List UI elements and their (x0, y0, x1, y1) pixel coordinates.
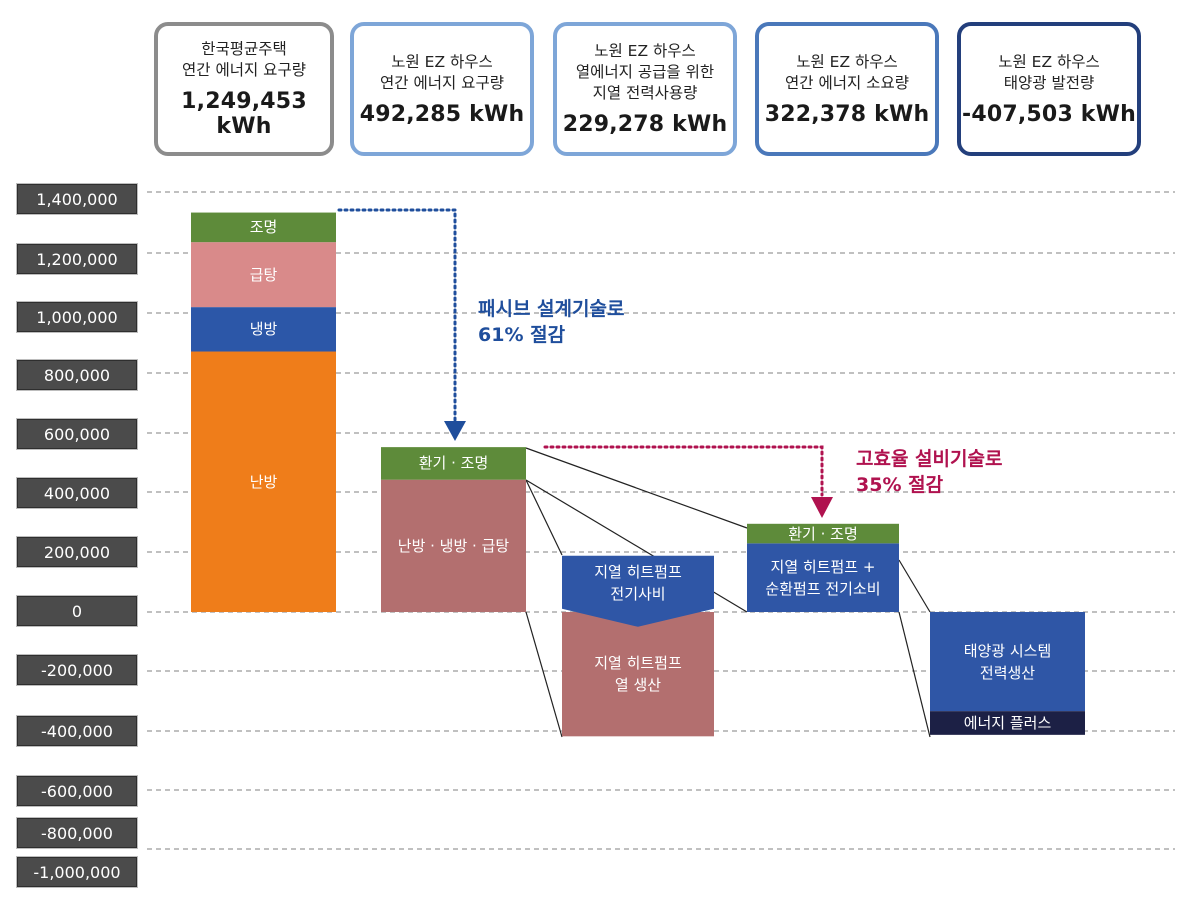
arrow-head (811, 497, 833, 518)
y-tick-label: 1,200,000 (16, 243, 138, 275)
bar-segment-label: 냉방 (249, 320, 278, 339)
y-tick-label: 0 (16, 595, 138, 627)
header-box: 노원 EZ 하우스 연간 에너지 소요량 322,378 kWh (755, 22, 939, 156)
header-caption: 노원 EZ 하우스 태양광 발전량 (998, 52, 1100, 92)
dotted-arrow-path (543, 445, 824, 497)
connector-line (525, 479, 563, 556)
header-caption: 노원 EZ 하우스 연간 에너지 소요량 (785, 52, 909, 92)
header-value: 492,285 kWh (359, 101, 525, 127)
bar-segment-label: 태양광 시스템 전력생산 (963, 641, 1052, 682)
bar-segment-label: 환기 · 조명 (788, 524, 858, 543)
header-box: 노원 EZ 하우스 열에너지 공급을 위한 지열 전력사용량 229,278 kW… (553, 22, 737, 156)
y-tick-label: -200,000 (16, 654, 138, 686)
passive-reduction-annotation: 패시브 설계기술로 61% 절감 (478, 298, 625, 346)
y-tick-label: -1,000,000 (16, 856, 138, 888)
y-tick-label: -800,000 (16, 817, 138, 849)
header-caption: 한국평균주택 연간 에너지 요구량 (182, 40, 306, 79)
header-value: 229,278 kWh (562, 112, 728, 137)
bar-segment-label: 난방 (249, 472, 278, 491)
bar-segment (381, 479, 526, 612)
bar-segment (191, 307, 336, 352)
bar-segment-label: 지열 히트펌프 열 생산 (594, 654, 682, 695)
header-value: 322,378 kWh (764, 101, 930, 127)
header-value: 1,249,453 kWh (181, 89, 307, 139)
reduction-arrows (337, 208, 833, 518)
y-tick-label: 400,000 (16, 477, 138, 509)
y-tick-label: 800,000 (16, 359, 138, 391)
connector-line (898, 559, 931, 613)
bar-segment (381, 447, 526, 480)
bar-segment-label: 환기 · 조명 (418, 454, 489, 473)
bar-segment (930, 612, 1085, 712)
connector-line (898, 611, 931, 738)
bar-segment (191, 351, 336, 612)
header-box: 노원 EZ 하우스 연간 에너지 요구량 492,285 kWh (350, 22, 534, 156)
y-tick-label: -400,000 (16, 715, 138, 747)
y-tick-label: 200,000 (16, 536, 138, 568)
bar-segment-label: 난방 · 냉방 · 급탕 (397, 536, 510, 555)
bar-segment (930, 711, 1085, 735)
bar-segment-label: 에너지 플러스 (963, 713, 1052, 732)
connector-line (525, 447, 748, 529)
header-caption: 노원 EZ 하우스 연간 에너지 요구량 (380, 52, 504, 92)
y-tick-label: 1,400,000 (16, 183, 138, 215)
header-value: -407,503 kWh (962, 101, 1136, 127)
header-box: 노원 EZ 하우스 태양광 발전량 -407,503 kWh (957, 22, 1141, 156)
bar-segment (191, 212, 336, 243)
bar-segment-label: 지열 히트펌프 전기사비 (594, 563, 682, 604)
y-tick-label: 600,000 (16, 418, 138, 450)
active-reduction-annotation: 고효율 설비기술로 35% 절감 (856, 448, 1003, 496)
bar-segment (747, 523, 899, 544)
dotted-arrow-path (337, 208, 457, 422)
bar-segment (191, 242, 336, 308)
bar-segment-label: 조명 (249, 218, 278, 237)
bars (191, 212, 1085, 737)
y-tick-label: 1,000,000 (16, 301, 138, 333)
connector-line (525, 611, 563, 738)
bar-segment-label: 급탕 (249, 265, 278, 284)
y-tick-label: -600,000 (16, 775, 138, 807)
bar-segment (562, 555, 714, 627)
arrow-head (444, 421, 466, 441)
header-caption: 노원 EZ 하우스 열에너지 공급을 위한 지열 전력사용량 (575, 42, 715, 102)
header-box: 한국평균주택 연간 에너지 요구량 1,249,453 kWh (154, 22, 334, 156)
bar-segment-label: 지열 히트펌프 + 순환펌프 전기소비 (765, 557, 881, 598)
bar-segment (747, 543, 899, 612)
bar-segment (562, 612, 714, 737)
